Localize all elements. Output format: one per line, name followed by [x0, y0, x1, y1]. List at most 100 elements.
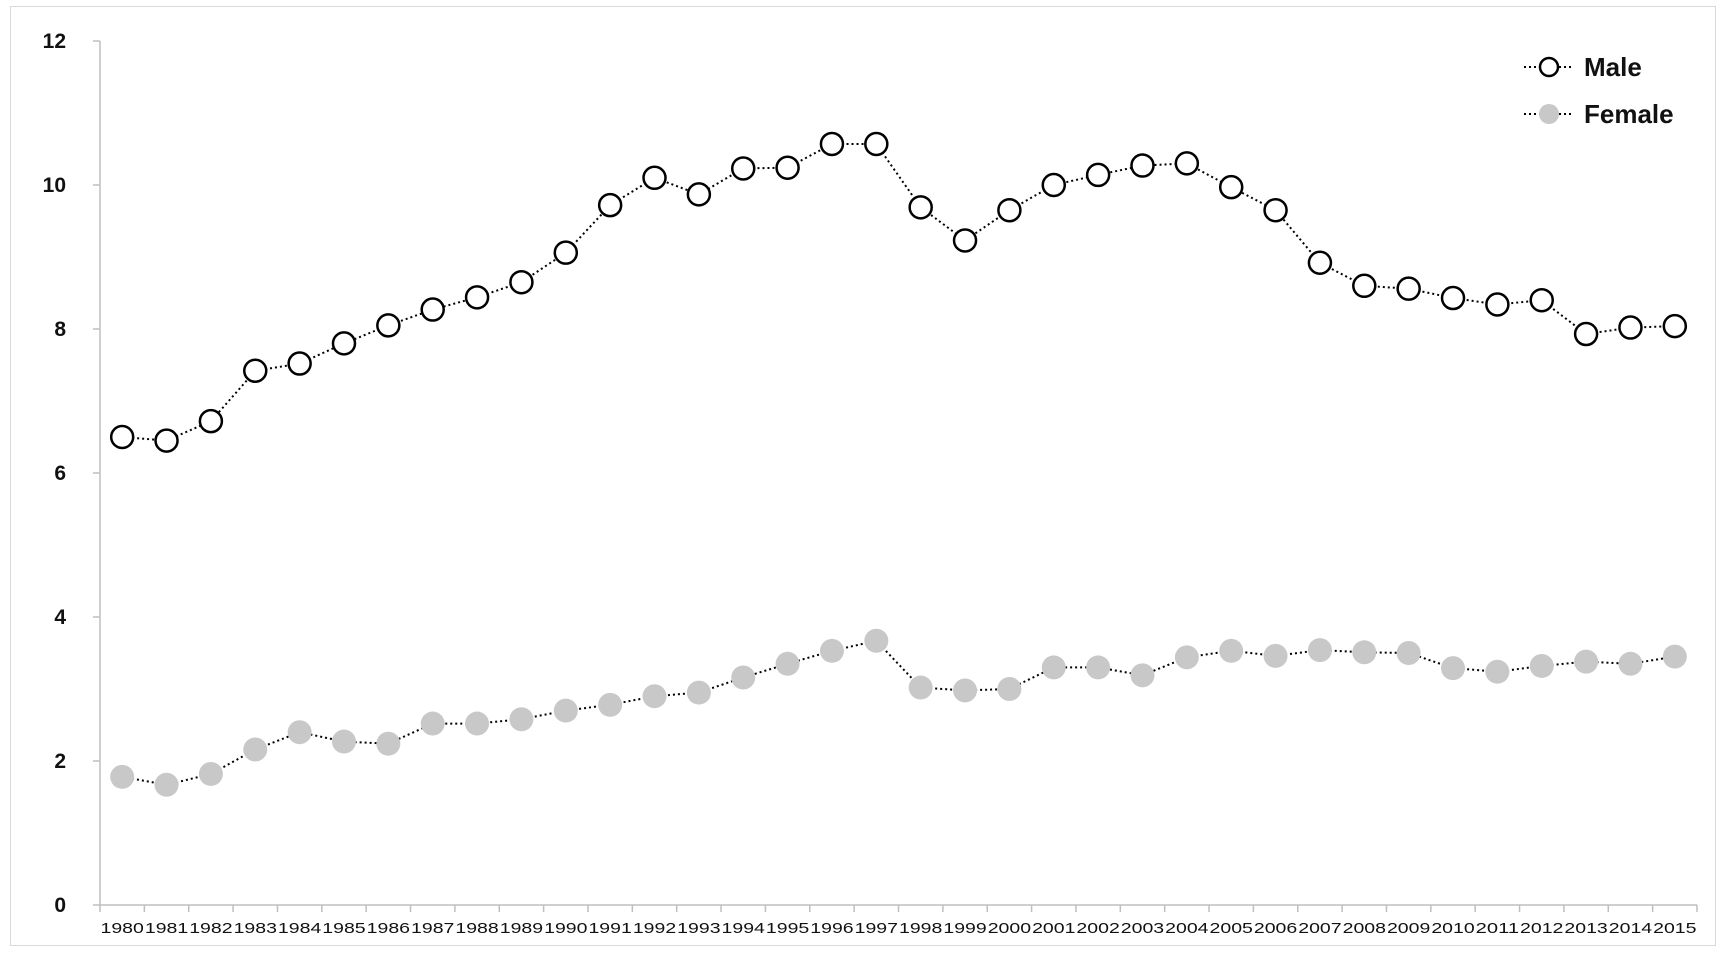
- data-point-female: [243, 737, 268, 762]
- x-tick-label: 2007: [1298, 920, 1341, 937]
- data-point-male: [1573, 321, 1599, 347]
- x-tick-label: 1982: [189, 920, 232, 937]
- data-point-female: [376, 731, 401, 756]
- data-point-female: [1263, 643, 1288, 668]
- data-point-male: [509, 269, 534, 295]
- y-tick-label: 0: [54, 894, 66, 917]
- data-point-male: [997, 197, 1022, 223]
- x-tick-label: 2006: [1254, 920, 1297, 937]
- data-point-male: [1174, 151, 1200, 176]
- x-tick-label: 1999: [943, 920, 986, 937]
- data-point-female: [1219, 638, 1244, 663]
- data-point-male: [553, 240, 579, 265]
- data-point-female: [1086, 655, 1111, 680]
- data-point-male: [1263, 197, 1288, 223]
- x-tick-label: 2011: [1476, 920, 1519, 937]
- data-point-male: [1662, 313, 1688, 339]
- y-tick-label: 2: [54, 750, 66, 773]
- data-point-male: [730, 156, 756, 181]
- data-point-male: [1396, 276, 1421, 301]
- x-tick-label: 2005: [1210, 920, 1253, 937]
- x-tick-label: 2013: [1564, 920, 1607, 937]
- data-point-female: [819, 638, 844, 663]
- x-tick-label: 1985: [322, 920, 365, 937]
- x-tick-label: 1994: [722, 920, 765, 937]
- data-point-female: [908, 675, 933, 700]
- x-tick-label: 2014: [1609, 920, 1652, 937]
- x-tick-label: 2015: [1653, 920, 1696, 937]
- data-point-female: [509, 707, 534, 732]
- x-tick-label: 1981: [145, 920, 188, 937]
- data-point-male: [420, 297, 445, 322]
- x-tick-label: 1993: [677, 920, 720, 937]
- data-point-male: [154, 428, 179, 453]
- data-point-male: [109, 424, 135, 450]
- data-point-female: [1618, 651, 1643, 676]
- x-tick-label: 2001: [1032, 920, 1075, 937]
- data-point-male: [686, 182, 712, 207]
- legend-label-female: Female: [1584, 99, 1674, 129]
- data-point-female: [997, 677, 1022, 701]
- x-tick-label: 2003: [1121, 920, 1164, 937]
- data-point-female: [553, 698, 578, 723]
- y-tick-label: 6: [54, 462, 66, 485]
- data-point-female: [1485, 659, 1510, 684]
- y-tick-label: 12: [43, 30, 66, 53]
- data-point-male: [464, 285, 490, 310]
- data-point-female: [1662, 644, 1687, 669]
- legend-marker-female: [1539, 104, 1559, 124]
- data-point-male: [1041, 172, 1067, 198]
- data-point-male: [1440, 285, 1466, 311]
- x-tick-label: 2004: [1165, 920, 1208, 937]
- x-tick-label: 2010: [1431, 920, 1474, 937]
- data-point-male: [642, 165, 667, 191]
- chart-frame: 0 2 4 6 8 10 12 1980 1981 1982 1983 1984 1985 1986 198…: [10, 6, 1716, 946]
- x-tick-label: 2009: [1387, 920, 1430, 937]
- data-point-female: [731, 665, 756, 690]
- data-point-male: [597, 192, 623, 218]
- x-tick-label: 1988: [455, 920, 498, 937]
- legend: Male Female: [1524, 52, 1674, 129]
- data-point-female: [642, 684, 667, 709]
- data-point-male: [952, 228, 978, 253]
- x-tick-label: 1997: [855, 920, 898, 937]
- data-point-female: [1352, 640, 1377, 665]
- x-tick-label: 2008: [1343, 920, 1386, 937]
- x-tick-label: 1986: [367, 920, 410, 937]
- data-point-female: [110, 764, 135, 789]
- data-point-male: [1485, 292, 1510, 317]
- data-point-male: [908, 195, 933, 220]
- data-point-male: [1307, 250, 1333, 276]
- data-point-male: [287, 351, 312, 376]
- data-point-female: [864, 628, 889, 653]
- data-point-male: [1130, 153, 1155, 178]
- legend-label-male: Male: [1584, 52, 1642, 82]
- series-markers: [109, 131, 1688, 797]
- x-tick-label: 1991: [588, 920, 631, 937]
- x-tick-label: 1984: [278, 920, 321, 937]
- data-point-male: [775, 155, 800, 180]
- data-point-female: [953, 678, 978, 703]
- x-tick-label: 1992: [633, 920, 676, 937]
- data-point-female: [775, 651, 800, 676]
- x-tick-label: 2000: [988, 920, 1031, 937]
- x-tick-label: 2002: [1076, 920, 1119, 937]
- series-lines: [122, 143, 1675, 786]
- x-tick-label: 1980: [101, 920, 144, 937]
- data-point-male: [198, 408, 224, 434]
- series-line-female: [122, 639, 1675, 786]
- x-tick-label: 1983: [234, 920, 277, 937]
- x-tick-label: 2012: [1520, 920, 1563, 937]
- x-tick-label: 1995: [766, 920, 809, 937]
- data-point-male: [1352, 273, 1377, 299]
- data-point-male: [1529, 287, 1554, 313]
- data-point-female: [1174, 645, 1199, 670]
- data-point-male: [1618, 315, 1643, 340]
- data-point-female: [154, 772, 179, 797]
- data-point-female: [465, 711, 490, 736]
- data-point-male: [331, 331, 357, 356]
- y-tick-label: 8: [54, 318, 66, 341]
- series-line-male: [122, 143, 1675, 442]
- x-tick-label: 1996: [810, 920, 853, 937]
